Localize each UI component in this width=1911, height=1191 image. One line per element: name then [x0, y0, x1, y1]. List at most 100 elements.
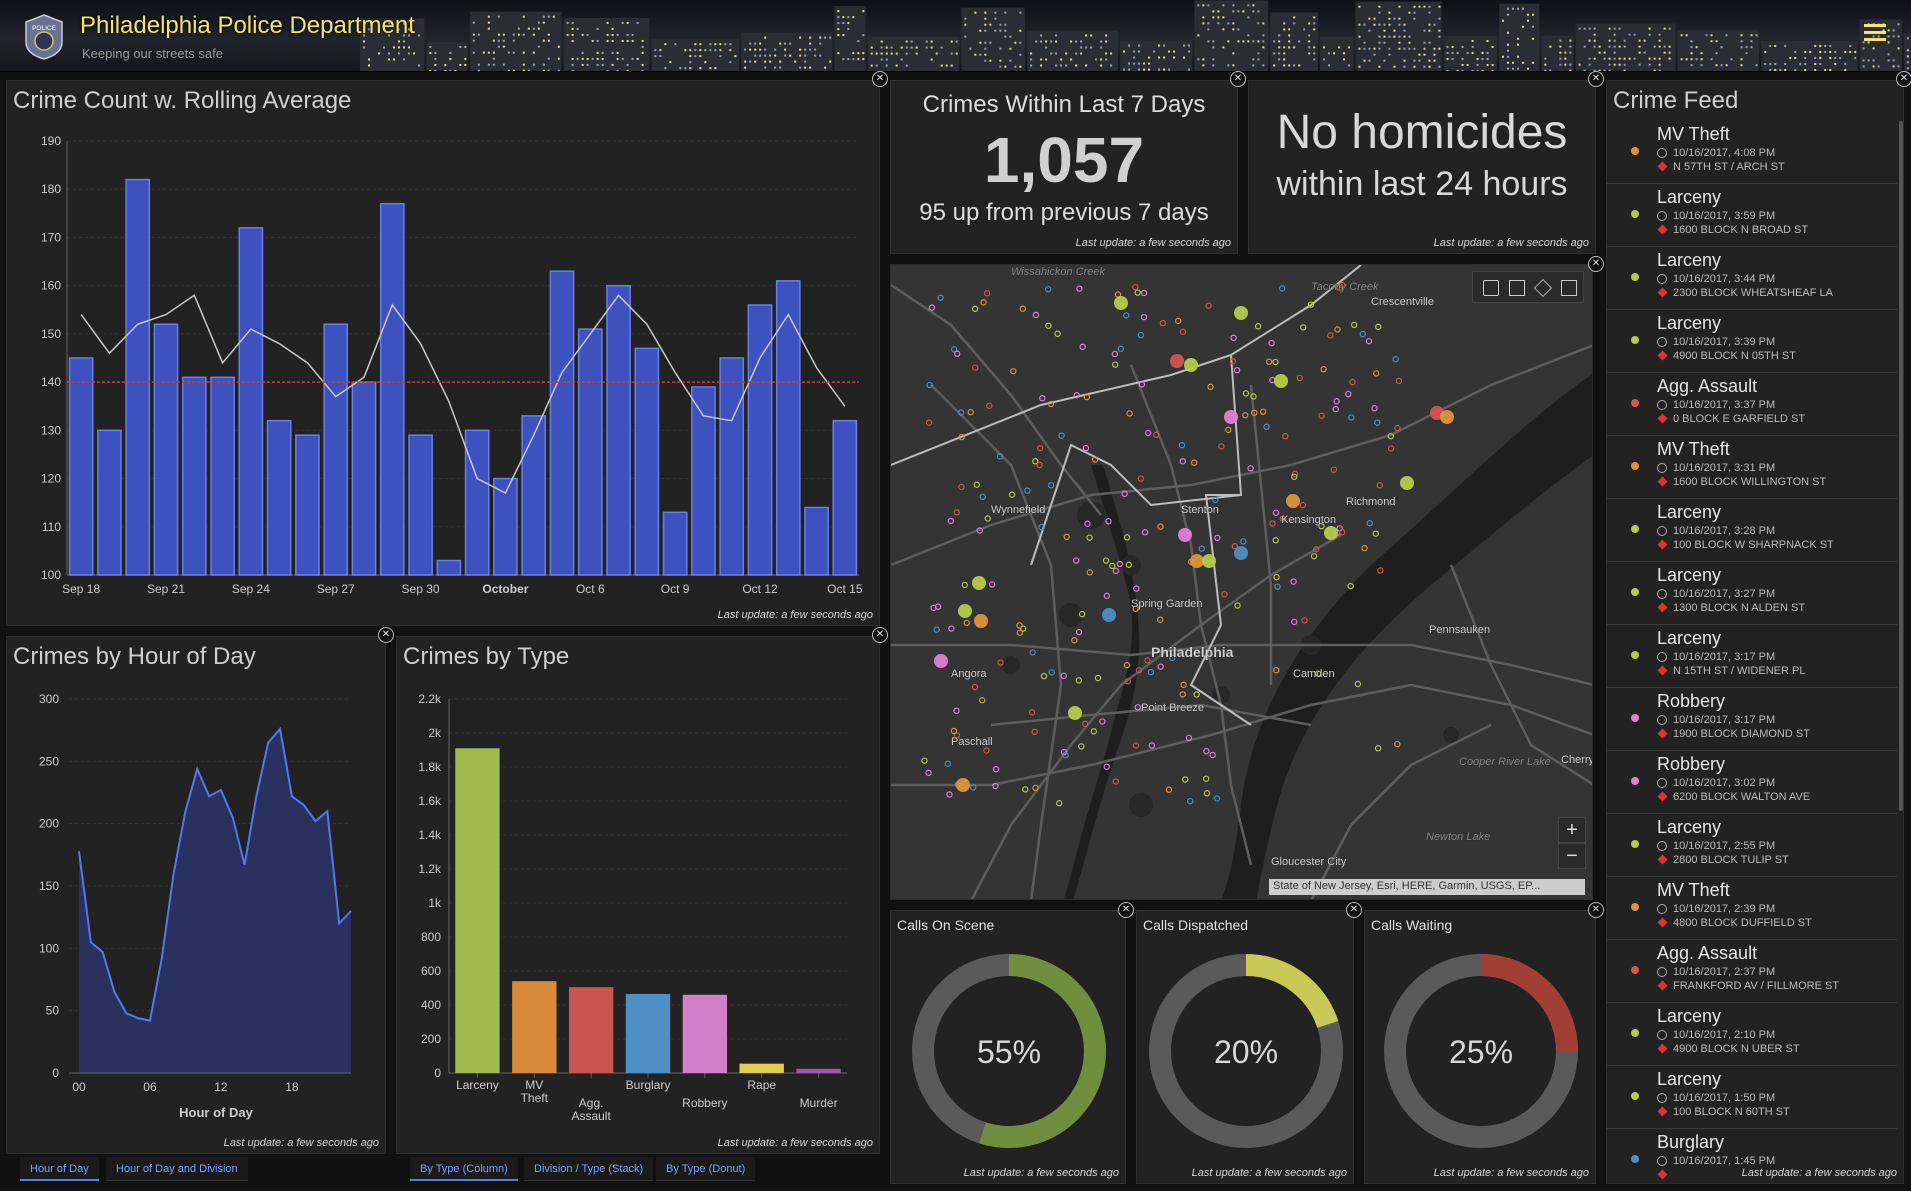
incident-point	[1269, 520, 1276, 527]
expand-by-type-icon[interactable]: ✕	[872, 627, 888, 643]
skyline-window	[581, 57, 584, 60]
skyline-window	[1403, 29, 1406, 32]
feed-item[interactable]: Agg. Assault 10/16/2017, 3:37 PM 0 BLOCK E…	[1607, 373, 1897, 436]
skyline-building	[1903, 33, 1911, 71]
skyline-window	[1065, 52, 1068, 55]
crime-count-bar	[719, 357, 745, 576]
feed-item[interactable]: Larceny 10/16/2017, 3:28 PM 100 BLOCK W SH…	[1607, 499, 1897, 562]
skyline-window	[1207, 4, 1210, 7]
hamburger-menu-icon[interactable]	[1864, 24, 1886, 46]
feed-item[interactable]: Larceny 10/16/2017, 2:10 PM 4900 BLOCK N U…	[1607, 1003, 1897, 1066]
skyline-window	[1559, 45, 1562, 48]
incident-point	[1234, 602, 1241, 609]
skyline-window	[1393, 17, 1396, 20]
feed-item[interactable]: MV Theft 10/16/2017, 3:31 PM 1600 BLOCK WI…	[1607, 436, 1897, 499]
expand-gauge-icon[interactable]: ✕	[1346, 902, 1362, 918]
expand-gauge-icon[interactable]: ✕	[1588, 902, 1604, 918]
incident-point	[1374, 419, 1381, 426]
tab-by-type-donut[interactable]: By Type (Donut)	[656, 1157, 756, 1181]
tab-hour-of-day[interactable]: Hour of Day	[20, 1157, 99, 1181]
expand-feed-icon[interactable]: ✕	[1896, 71, 1911, 87]
skyline-window	[1408, 11, 1411, 14]
expand-crime-count-icon[interactable]: ✕	[872, 71, 888, 87]
skyline-window	[1648, 57, 1651, 60]
expand-by-hour-icon[interactable]: ✕	[378, 627, 394, 643]
skyline-window	[842, 58, 845, 61]
feed-item[interactable]: Robbery 10/16/2017, 3:02 PM 6200 BLOCK WAL…	[1607, 751, 1897, 814]
feed-item[interactable]: Larceny 10/16/2017, 3:44 PM 2300 BLOCK WHE…	[1607, 247, 1897, 310]
zoom-out-button[interactable]: −	[1558, 843, 1586, 869]
skyline-window	[1438, 47, 1441, 50]
feed-item[interactable]: Larceny 10/16/2017, 3:59 PM 1600 BLOCK N B…	[1607, 184, 1897, 247]
feed-item[interactable]: Agg. Assault 10/16/2017, 2:37 PM FRANKFORD…	[1607, 940, 1897, 1003]
feed-item[interactable]: Larceny 10/16/2017, 3:17 PM N 15TH ST / WI…	[1607, 625, 1897, 688]
incident-point	[1301, 617, 1308, 624]
incident-point	[1132, 742, 1140, 749]
skyline-window	[862, 34, 865, 37]
expand-last7-icon[interactable]: ✕	[1230, 71, 1246, 87]
skyline-window	[517, 33, 520, 36]
legend-list-icon[interactable]	[1509, 280, 1525, 296]
feed-item[interactable]: Larceny 10/16/2017, 3:27 PM 1300 BLOCK N A…	[1607, 562, 1897, 625]
feed-item[interactable]: Burglary 10/16/2017, 1:45 PM	[1607, 1129, 1897, 1183]
skyline-window	[729, 49, 732, 52]
map-canvas[interactable]: Wissahickon Creek Tacony Creek Crescentvil…	[891, 265, 1593, 900]
gauge-calls-on-scene: Calls On Scene 55% Last update: a few se…	[890, 910, 1126, 1184]
crime-map[interactable]: Wissahickon Creek Tacony Creek Crescentvil…	[890, 264, 1593, 900]
expand-homicides-icon[interactable]: ✕	[1588, 71, 1604, 87]
skyline-window	[477, 33, 480, 36]
skyline-window	[1507, 7, 1510, 10]
feed-item[interactable]: Larceny 10/16/2017, 2:55 PM 2800 BLOCK TUL…	[1607, 814, 1897, 877]
skyline-window	[945, 64, 948, 67]
feed-item-type: MV Theft	[1657, 439, 1730, 459]
gauge-label: Calls Waiting	[1371, 917, 1453, 933]
layers-icon[interactable]	[1533, 278, 1553, 298]
skyline-window	[434, 51, 437, 54]
skyline-window	[1143, 68, 1146, 71]
tab-division-type-stack[interactable]: Division / Type (Stack)	[524, 1157, 654, 1181]
feed-item[interactable]: Larceny 10/16/2017, 3:39 PM 4900 BLOCK N 0…	[1607, 310, 1897, 373]
skyline-window	[626, 33, 629, 36]
feed-item-time: 10/16/2017, 2:10 PM	[1673, 1029, 1776, 1041]
last7-change: 95 up from previous 7 days	[919, 199, 1209, 226]
incident-point	[1078, 743, 1085, 750]
skyline-window	[1471, 45, 1474, 48]
feed-item[interactable]: MV Theft 10/16/2017, 4:08 PM N 57TH ST / A…	[1607, 121, 1897, 184]
feed-item-type: Larceny	[1657, 817, 1722, 837]
y-tick-label: 800	[421, 930, 441, 944]
feed-scrollbar[interactable]	[1899, 121, 1903, 811]
zoom-in-button[interactable]: +	[1558, 817, 1586, 843]
skyline-window	[1100, 46, 1103, 49]
basemap-gallery-icon[interactable]	[1561, 280, 1577, 296]
skyline-window	[784, 42, 787, 45]
feed-item[interactable]: MV Theft 10/16/2017, 2:39 PM 4800 BLOCK DU…	[1607, 877, 1897, 940]
incident-point	[925, 769, 932, 777]
incident-point	[1165, 786, 1173, 793]
skyline-window	[1690, 46, 1693, 49]
skyline-window	[759, 42, 762, 45]
incident-point	[996, 453, 1004, 460]
last-update-text: Last update: a few seconds ago	[1075, 237, 1231, 249]
expand-map-icon[interactable]: ✕	[1588, 256, 1604, 272]
gauge-arc	[1245, 954, 1339, 1029]
skyline-window	[789, 42, 792, 45]
incident-point	[1132, 283, 1139, 291]
skyline-window	[636, 57, 639, 60]
tab-by-type-column[interactable]: By Type (Column)	[410, 1157, 518, 1181]
feed-item[interactable]: Larceny 10/16/2017, 1:50 PM 100 BLOCK N 60…	[1607, 1066, 1897, 1129]
incident-point	[1123, 534, 1131, 541]
skyline-window	[994, 17, 997, 20]
crime-count-bar	[238, 227, 264, 576]
skyline-window	[641, 51, 644, 54]
tab-hour-of-day-and-division[interactable]: Hour of Day and Division	[106, 1157, 248, 1181]
location-pin-icon	[1657, 728, 1668, 739]
home-icon[interactable]	[1483, 280, 1499, 296]
skyline-window	[1844, 51, 1847, 54]
skyline-window	[1252, 4, 1255, 7]
y-tick-label: 1k	[428, 896, 442, 910]
feed-item[interactable]: Robbery 10/16/2017, 3:17 PM 1900 BLOCK DIA…	[1607, 688, 1897, 751]
crime-type-dot	[1631, 588, 1639, 596]
expand-gauge-icon[interactable]: ✕	[1118, 902, 1134, 918]
crime-type-dot	[1631, 273, 1639, 281]
skyline-window	[1486, 57, 1489, 60]
